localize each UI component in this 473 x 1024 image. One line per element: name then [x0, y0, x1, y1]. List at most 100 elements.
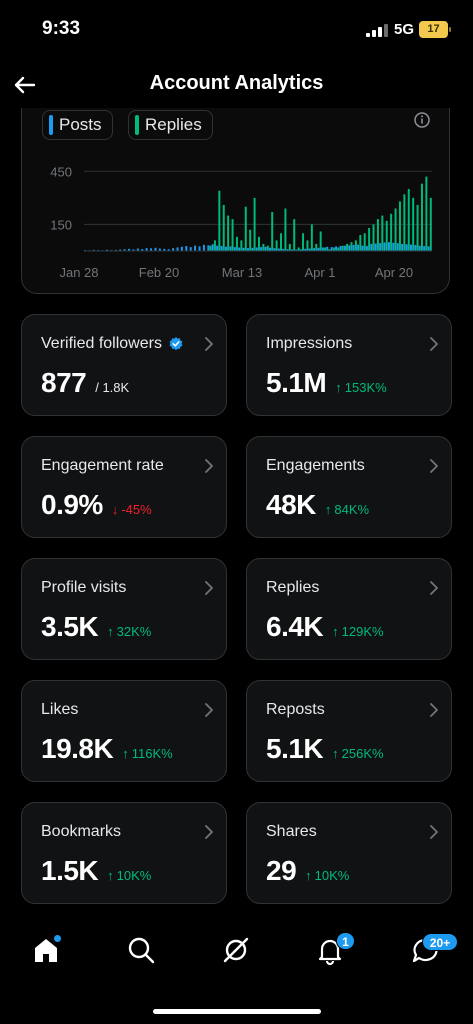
stat-card-shares[interactable]: Shares 29 ↑ 10K% [246, 802, 452, 904]
posts-bar [202, 244, 205, 251]
stat-card-impressions[interactable]: Impressions 5.1M ↑ 153K% [246, 314, 452, 416]
replies-bar [231, 219, 234, 251]
stat-card-replies[interactable]: Replies 6.4K ↑ 129K% [246, 558, 452, 660]
arrow-up-icon: ↑ [122, 746, 129, 761]
header: Account Analytics [0, 60, 473, 110]
info-icon[interactable] [413, 111, 431, 129]
stat-card-likes[interactable]: Likes 19.8K ↑ 116K% [21, 680, 227, 782]
home-icon[interactable] [28, 932, 64, 968]
chevron-right-icon [430, 825, 438, 839]
posts-bar [172, 248, 175, 251]
chart-card: Posts Replies 450 150 Jan 28 Feb 20 Mar 13 Ap… [21, 108, 450, 294]
chevron-right-icon [205, 337, 213, 351]
arrow-up-icon: ↑ [305, 868, 312, 883]
stat-value-row: 6.4K ↑ 129K% [266, 611, 384, 643]
replies-bar [249, 229, 252, 251]
stat-label-text: Replies [266, 579, 320, 596]
posts-bar [317, 247, 320, 251]
posts-bar [427, 246, 430, 251]
posts-bar [352, 244, 355, 251]
replies-bar [319, 231, 322, 251]
stat-label: Reposts [266, 701, 325, 719]
posts-bar [370, 243, 373, 251]
arrow-left-icon[interactable] [10, 70, 40, 100]
posts-bar [260, 247, 263, 251]
replies-bar [425, 176, 428, 251]
arrow-up-icon: ↑ [107, 868, 114, 883]
chevron-right-icon [430, 703, 438, 717]
posts-bar [286, 249, 289, 251]
stat-card-engagements[interactable]: Engagements 48K ↑ 84K% [246, 436, 452, 538]
chevron-right-icon [205, 703, 213, 717]
grok-icon[interactable] [218, 932, 254, 968]
replies-bar [302, 233, 305, 251]
posts-bar [185, 246, 188, 251]
arrow-up-icon: ↑ [324, 502, 332, 517]
stat-label: Likes [41, 701, 78, 719]
stat-value-row: 3.5K ↑ 32K% [41, 611, 151, 643]
posts-bar [304, 248, 307, 251]
chevron-right-icon [205, 581, 213, 595]
replies-bar [390, 213, 393, 251]
replies-swatch [135, 115, 139, 135]
stat-card-bookmarks[interactable]: Bookmarks 1.5K ↑ 10K% [21, 802, 227, 904]
legend-posts-label: Posts [59, 115, 102, 134]
stat-value: 5.1K [266, 733, 324, 764]
notifications-icon[interactable] [312, 932, 348, 968]
replies-bar [275, 240, 278, 251]
x-tick-label: Apr 1 [304, 265, 335, 280]
stat-change: ↑ 129K% [332, 624, 383, 639]
posts-bar [423, 246, 426, 251]
stat-card-verified-followers[interactable]: Verified followers 877 / 1.8K [21, 314, 227, 416]
replies-bar [235, 236, 238, 251]
stat-value: 29 [266, 855, 297, 886]
stat-card-engagement-rate[interactable]: Engagement rate 0.9% ↓ -45% [21, 436, 227, 538]
replies-bar [403, 194, 406, 251]
stat-card-profile-visits[interactable]: Profile visits 3.5K ↑ 32K% [21, 558, 227, 660]
replies-bar [288, 243, 291, 251]
posts-bar [114, 249, 117, 251]
stat-value: 1.5K [41, 855, 99, 886]
posts-bar [136, 248, 139, 251]
posts-bar [216, 245, 219, 251]
arrow-up-icon: ↑ [335, 380, 342, 395]
x-tick-label: Mar 13 [222, 265, 262, 280]
posts-bar [308, 248, 311, 251]
stat-value: 19.8K [41, 733, 114, 764]
replies-bar [368, 227, 371, 251]
replies-bar [222, 204, 225, 251]
chevron-right-icon [430, 337, 438, 351]
legend-replies[interactable]: Replies [128, 110, 213, 140]
legend-posts[interactable]: Posts [42, 110, 113, 140]
notifications-badge: 1 [336, 932, 355, 950]
posts-bar [273, 248, 276, 251]
stat-value-row: 877 / 1.8K [41, 367, 129, 399]
posts-bar [361, 245, 364, 251]
posts-bar [176, 247, 179, 251]
replies-bar [337, 247, 340, 251]
posts-bar [180, 246, 183, 251]
stat-card-reposts[interactable]: Reposts 5.1K ↑ 256K% [246, 680, 452, 782]
posts-bar [357, 244, 360, 251]
chevron-right-icon [430, 459, 438, 473]
posts-bar [387, 242, 390, 251]
stat-change: ↓ -45% [112, 502, 152, 517]
posts-bar [211, 244, 214, 251]
replies-bar [284, 208, 287, 251]
posts-bar [330, 247, 333, 251]
stat-label: Profile visits [41, 579, 126, 597]
posts-bar [269, 247, 271, 251]
x-tick-label: Feb 20 [139, 265, 179, 280]
stat-change: ↑ 10K% [107, 868, 151, 883]
search-icon[interactable] [123, 932, 159, 968]
stat-value: 5.1M [266, 367, 327, 398]
stat-label-text: Reposts [266, 701, 325, 718]
replies-bar [293, 219, 296, 251]
stat-change: ↑ 153K% [335, 380, 386, 395]
stat-value-row: 5.1M ↑ 153K% [266, 367, 387, 399]
posts-bar [158, 248, 161, 251]
posts-bar [409, 244, 412, 251]
posts-bar [264, 246, 267, 251]
posts-bar [405, 244, 408, 251]
stat-value: 3.5K [41, 611, 99, 642]
